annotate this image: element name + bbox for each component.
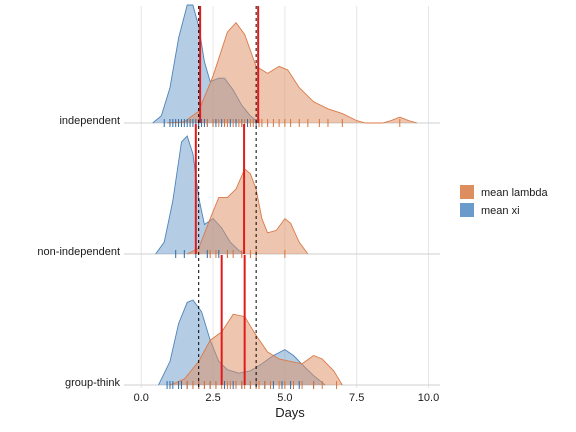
legend-swatch-0 — [460, 185, 474, 199]
x-tick-label-3: 7.5 — [349, 392, 364, 404]
x-axis-title: Days — [275, 405, 305, 420]
ridges — [124, 4, 440, 389]
group-label-independent: independent — [59, 115, 120, 127]
group-label-non-independent: non-independent — [37, 246, 120, 258]
group-label-group-think: group-think — [65, 377, 121, 389]
ridge-non-independent — [124, 135, 440, 258]
x-tick-label-1: 2.5 — [205, 392, 220, 404]
x-tick-label-0: 0.0 — [134, 392, 149, 404]
x-axis-ticks: 0.0 2.5 5.0 7.5 10.0 — [134, 392, 440, 404]
density-xi-non-independent — [155, 136, 245, 254]
density-lambda-non-independent — [187, 169, 308, 254]
density-outline-lambda-independent — [167, 21, 418, 124]
density-outline-lambda-non-independent — [186, 168, 309, 255]
density-lambda-independent — [167, 22, 418, 124]
legend-swatch-1 — [460, 203, 474, 217]
ridge-group-think — [124, 299, 440, 389]
legend-label-1: mean xi — [481, 205, 520, 217]
x-tick-label-4: 10.0 — [418, 392, 439, 404]
density-outline-lambda-group-think — [169, 313, 343, 386]
group-labels: independent non-independent group-think — [37, 115, 120, 389]
x-tick-label-2: 5.0 — [277, 392, 292, 404]
legend-label-0: mean lambda — [481, 187, 549, 199]
ridge-independent — [124, 4, 440, 127]
vertical-lines — [194, 6, 260, 388]
legend: mean lambda mean xi — [460, 185, 549, 217]
